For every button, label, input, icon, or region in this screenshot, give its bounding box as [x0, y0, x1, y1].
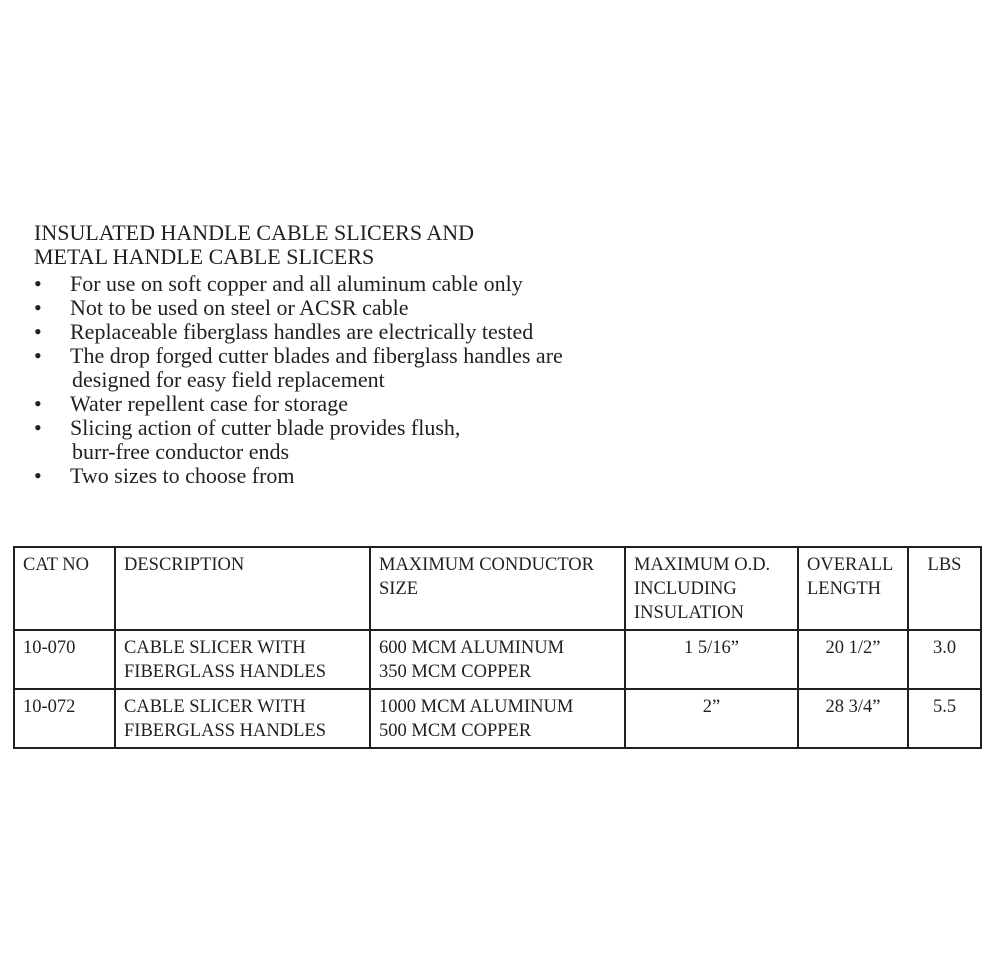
cell-text: 28 3/4” [825, 697, 881, 717]
spec-table: CAT NO DESCRIPTION MAXIMUM CONDUCTOR SIZE MA… [13, 546, 982, 749]
cell-text: 500 MCM COPPER [379, 721, 532, 741]
cell-text: 1 5/16” [684, 638, 739, 658]
bullet-icon: • [34, 343, 42, 368]
feature-text: Water repellent case for storage [70, 391, 348, 416]
header-text: LENGTH [807, 579, 881, 599]
column-header: MAXIMUM O.D. INCLUDING INSULATION [624, 546, 799, 631]
table-row: 10-070 CABLE SLICER WITH FIBERGLASS HANDLE… [13, 629, 982, 690]
cell-text: 600 MCM ALUMINUM [379, 638, 565, 658]
header-text: SIZE [379, 579, 419, 599]
heading-line: INSULATED HANDLE CABLE SLICERS AND [34, 220, 474, 245]
cell-text: FIBERGLASS HANDLES [124, 721, 326, 741]
feature-item: • Slicing action of cutter blade provides… [34, 416, 563, 464]
header-text: LBS [927, 555, 962, 575]
feature-item: • Replaceable fiberglass handles are elec… [34, 320, 563, 344]
table-cell: 1 5/16” [624, 629, 799, 690]
feature-text: designed for easy field replacement [72, 367, 385, 392]
column-header: MAXIMUM CONDUCTOR SIZE [369, 546, 626, 631]
feature-text: Not to be used on steel or ACSR cable [70, 295, 409, 320]
bullet-icon: • [34, 463, 42, 488]
table-cell: 3.0 [907, 629, 982, 690]
bullet-icon: • [34, 391, 42, 416]
table-cell: 5.5 [907, 688, 982, 749]
feature-list: • For use on soft copper and all aluminum… [34, 272, 563, 488]
feature-text: The drop forged cutter blades and fiberg… [70, 343, 563, 368]
header-text: MAXIMUM O.D. [634, 555, 771, 575]
column-header: OVERALL LENGTH [797, 546, 909, 631]
header-text: DESCRIPTION [124, 555, 245, 575]
table-cell: CABLE SLICER WITH FIBERGLASS HANDLES [114, 629, 371, 690]
cell-text: 10-070 [23, 638, 76, 658]
feature-text: Replaceable fiberglass handles are elect… [70, 319, 534, 344]
bullet-icon: • [34, 295, 42, 320]
feature-item: • For use on soft copper and all aluminum… [34, 272, 563, 296]
cell-text: 2” [702, 697, 721, 717]
feature-item: • Two sizes to choose from [34, 464, 563, 488]
table-cell: 28 3/4” [797, 688, 909, 749]
cell-text: CABLE SLICER WITH [124, 638, 306, 658]
feature-text: Two sizes to choose from [70, 463, 295, 488]
table-cell: 10-070 [13, 629, 116, 690]
cell-text: FIBERGLASS HANDLES [124, 662, 326, 682]
column-header: CAT NO [13, 546, 116, 631]
cell-text: 350 MCM COPPER [379, 662, 532, 682]
cell-text: 1000 MCM ALUMINUM [379, 697, 574, 717]
table-cell: 1000 MCM ALUMINUM 500 MCM COPPER [369, 688, 626, 749]
bullet-icon: • [34, 319, 42, 344]
table-cell: 2” [624, 688, 799, 749]
header-text: MAXIMUM CONDUCTOR [379, 555, 594, 575]
bullet-icon: • [34, 271, 42, 296]
table-cell: CABLE SLICER WITH FIBERGLASS HANDLES [114, 688, 371, 749]
feature-text: For use on soft copper and all aluminum … [70, 271, 523, 296]
bullet-icon: • [34, 415, 42, 440]
table-row: 10-072 CABLE SLICER WITH FIBERGLASS HANDLE… [13, 688, 982, 749]
column-header: DESCRIPTION [114, 546, 371, 631]
header-text: OVERALL [807, 555, 894, 575]
column-header: LBS [907, 546, 982, 631]
product-heading: INSULATED HANDLE CABLE SLICERS AND METAL… [34, 221, 474, 269]
feature-text: burr-free conductor ends [72, 439, 290, 464]
table-cell: 600 MCM ALUMINUM 350 MCM COPPER [369, 629, 626, 690]
heading-line: METAL HANDLE CABLE SLICERS [34, 244, 375, 269]
table-cell: 20 1/2” [797, 629, 909, 690]
feature-item: • Not to be used on steel or ACSR cable [34, 296, 563, 320]
cell-text: 10-072 [23, 697, 76, 717]
cell-text: 5.5 [932, 697, 957, 717]
cell-text: 20 1/2” [825, 638, 881, 658]
cell-text: 3.0 [932, 638, 957, 658]
header-text: CAT NO [23, 555, 89, 575]
feature-item: • Water repellent case for storage [34, 392, 563, 416]
table-cell: 10-072 [13, 688, 116, 749]
header-text: INCLUDING [634, 579, 737, 599]
feature-item: • The drop forged cutter blades and fiber… [34, 344, 563, 392]
header-text: INSULATION [634, 603, 744, 623]
feature-text: Slicing action of cutter blade provides … [70, 415, 461, 440]
cell-text: CABLE SLICER WITH [124, 697, 306, 717]
